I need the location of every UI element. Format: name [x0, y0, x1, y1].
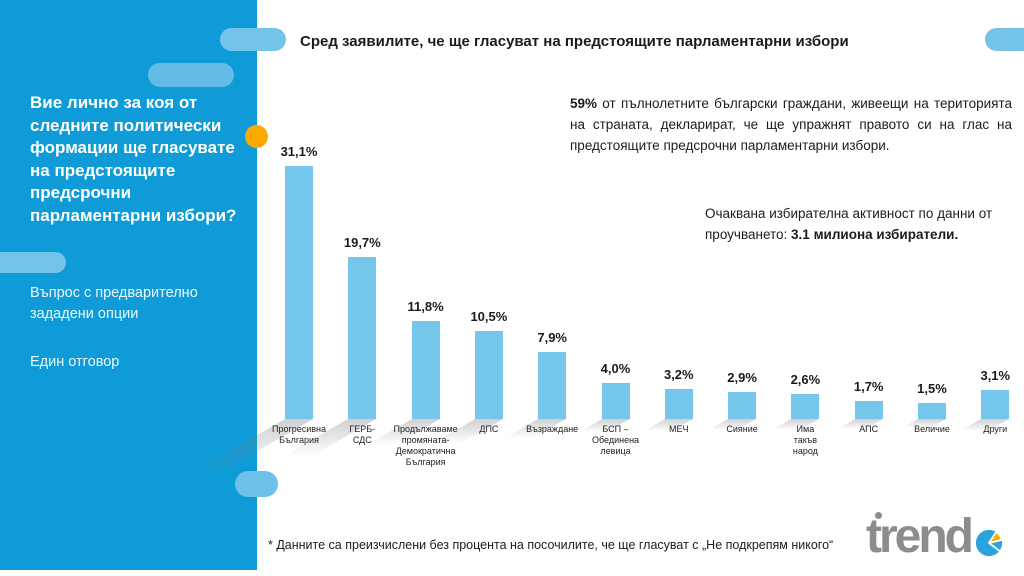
- bar-value-label: 11,8%: [407, 298, 444, 314]
- question-text: Вие лично за коя от следните политически…: [30, 93, 237, 225]
- stat-percentage: 59%: [570, 96, 598, 111]
- bar-category-label: ГЕРБ- СДС: [349, 424, 376, 445]
- bar-category-label: МЕЧ: [669, 424, 689, 434]
- bar: [791, 394, 820, 419]
- bar: [348, 257, 377, 419]
- bar-value-label: 3,1%: [980, 368, 1011, 384]
- bar-category-label: Възраждане: [526, 424, 579, 434]
- decorative-pill-top: [220, 28, 286, 51]
- pie-chart-icon: [975, 529, 1003, 557]
- bar-value-label: 2,6%: [790, 372, 821, 388]
- bar-value-label: 3,2%: [663, 367, 694, 383]
- question-note-single-answer: Един отговор: [30, 354, 120, 370]
- bar: [664, 389, 693, 419]
- bar-category-label: Величие: [914, 424, 950, 434]
- decorative-pill-top-right: [985, 28, 1024, 51]
- bar-category-label: АПС: [859, 424, 879, 434]
- expected-turnout-paragraph: Очаквана избирателна активност по данни …: [705, 203, 995, 245]
- question-note-options: Въпрос с предварително зададени опции: [30, 285, 198, 322]
- turnout-voters-bold: 3.1 милиона избиратели.: [791, 227, 959, 242]
- bar-value-label: 1,7%: [853, 379, 884, 395]
- bar: [981, 390, 1010, 419]
- bar: [728, 391, 757, 419]
- bar: [918, 403, 946, 419]
- bar-category-label: Други: [983, 424, 1008, 434]
- footnote: * Данните са преизчислени без процента н…: [268, 538, 834, 552]
- bar-category-label: ДПС: [479, 424, 499, 434]
- orange-accent-dot: [245, 125, 268, 148]
- sidebar: Вие лично за коя от следните политически…: [0, 0, 257, 570]
- decorative-pill-left-edge: [0, 252, 66, 273]
- stat-text: от пълнолетните български граждани, живе…: [570, 96, 1012, 153]
- trend-logo-t-dot: [875, 512, 882, 519]
- bar-value-label: 2,9%: [727, 369, 757, 385]
- trend-logo-wordmark: trend: [866, 510, 974, 563]
- decorative-pill-bottom: [235, 471, 278, 497]
- bar-value-label: 10,5%: [470, 309, 508, 324]
- bar-category-label: Има такъв народ: [792, 424, 818, 456]
- bar: [854, 401, 883, 419]
- bar-category-label: Продължаваме промяната- Демократична Бъл…: [393, 424, 458, 467]
- bar-value-label: 4,0%: [600, 361, 631, 376]
- bar: [411, 320, 440, 419]
- bar: [285, 166, 313, 419]
- bar-value-label: 31,1%: [280, 144, 318, 160]
- bar-category-label: БСП – Обединена левица: [591, 424, 640, 456]
- bar-value-label: 7,9%: [537, 329, 567, 345]
- bar: [474, 331, 503, 419]
- bar: [538, 351, 567, 419]
- bar-category-label: Сияние: [726, 424, 758, 434]
- bar: [601, 383, 630, 419]
- bar-value-label: 19,7%: [343, 235, 381, 251]
- slide-title: Сред заявилите, че ще гласуват на предст…: [300, 33, 849, 50]
- decorative-pill-inner: [148, 63, 234, 87]
- turnout-stat-paragraph: 59% от пълнолетните български граждани, …: [570, 93, 1012, 156]
- bar-value-label: 1,5%: [917, 381, 947, 396]
- bar-category-label: Прогресивна България: [271, 424, 327, 445]
- bar-chart: 31,1% Прогресивна България 19,7% ГЕРБ- СДС 1…: [189, 140, 1024, 474]
- turnout-text: Очаквана избирателна активност по данни …: [705, 206, 993, 242]
- trend-logo: trend: [866, 508, 1016, 566]
